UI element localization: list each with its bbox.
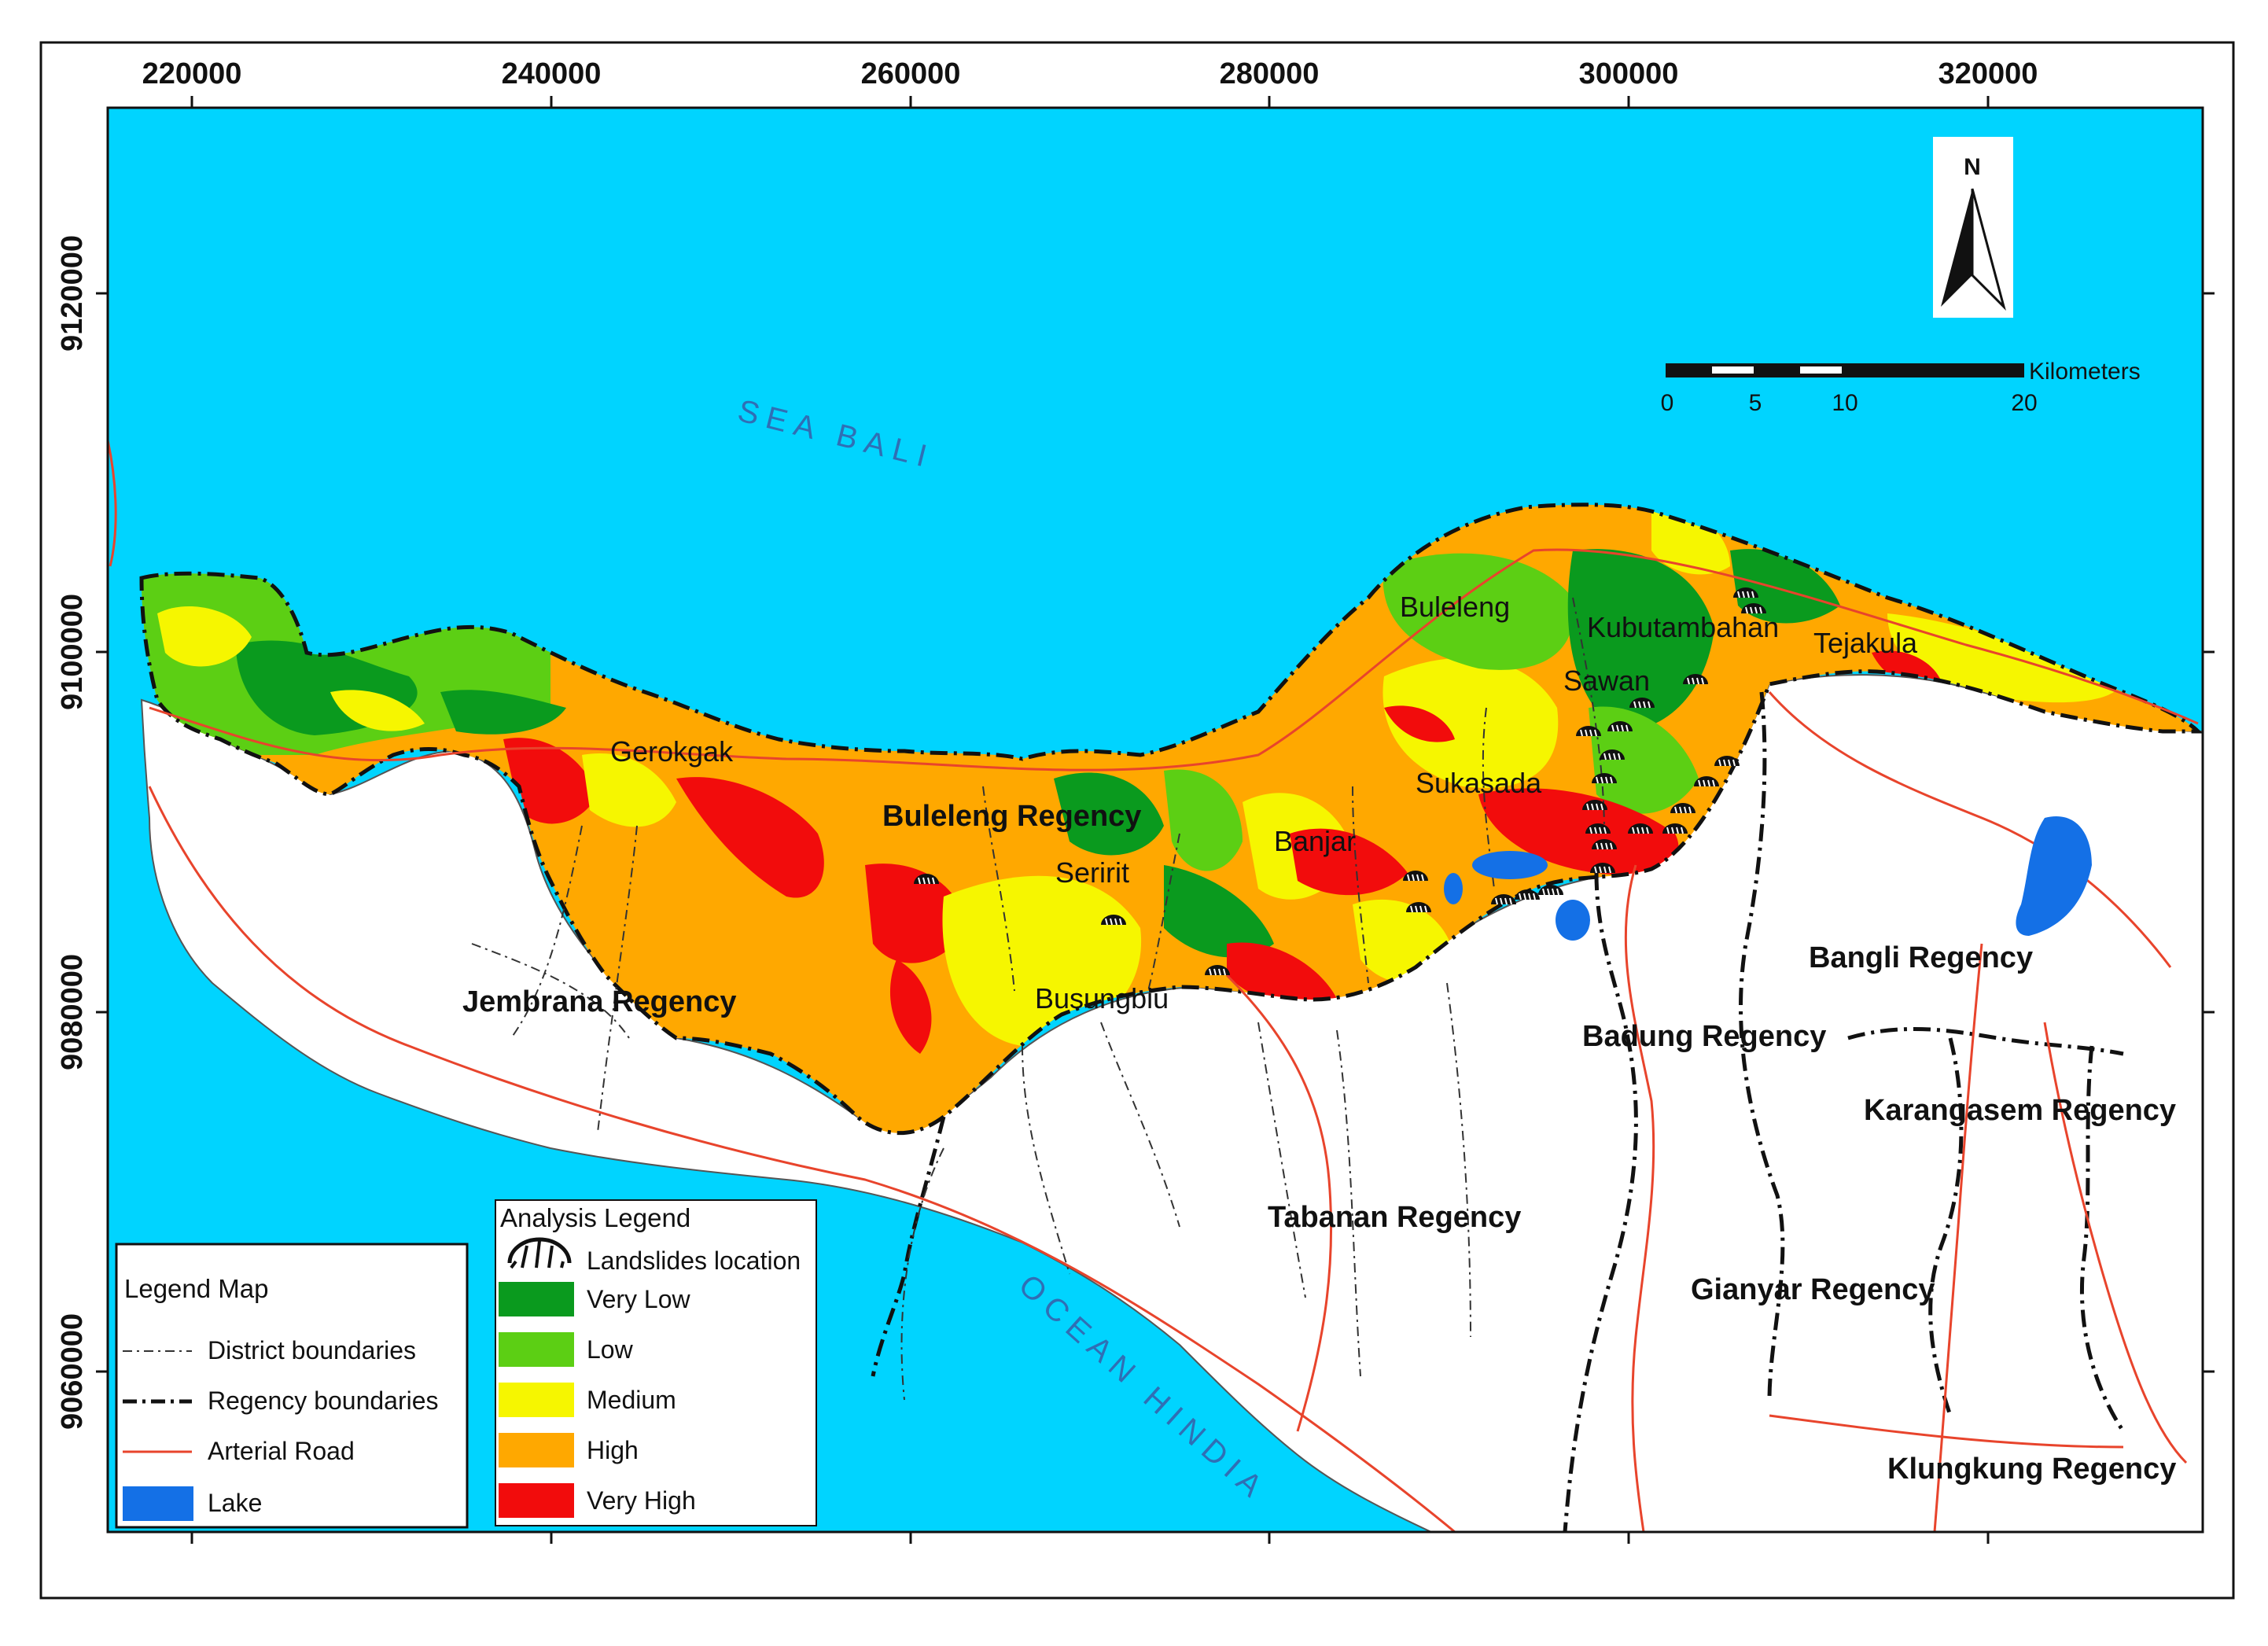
legend-map-item-district: District boundaries (208, 1336, 416, 1364)
y-axis-labels: 9120000 9100000 9080000 9060000 (56, 235, 89, 1430)
scale-label-10: 10 (1832, 390, 1857, 416)
landslide-marker (1491, 894, 1516, 905)
legend-map-item-road: Arterial Road (208, 1437, 355, 1465)
landslide-marker (1576, 726, 1601, 737)
landslide-marker (1628, 823, 1653, 834)
landslide-marker (1670, 803, 1695, 814)
regency-label-bangli: Bangli Regency (1809, 941, 2033, 974)
district-label-sawan: Sawan (1563, 665, 1650, 697)
north-arrow: N (1933, 137, 2013, 318)
class-swatch-low (499, 1332, 574, 1367)
arterial-roads (106, 440, 2199, 1534)
landslide-marker (1205, 965, 1230, 976)
landslide-marker (1607, 721, 1633, 732)
landslide-marker (1733, 587, 1758, 598)
regency-label-karangasem: Karangasem Regency (1864, 1094, 2176, 1127)
lakes (1444, 816, 2092, 941)
landslide-marker (1515, 889, 1540, 900)
regency-label-tabanan: Tabanan Regency (1268, 1201, 1521, 1234)
landslide-marker (1406, 902, 1431, 913)
y-tick-9080000: 9080000 (56, 954, 89, 1070)
legend-map-box (115, 1243, 469, 1529)
district-label-kubutambahan: Kubutambahan (1587, 611, 1779, 643)
north-arrow-label: N (1964, 154, 1981, 180)
landslide-marker (1694, 776, 1719, 787)
regency-label-klungkung: Klungkung Regency (1887, 1453, 2176, 1486)
class-label-low: Low (587, 1335, 634, 1364)
landslide-marker (1582, 800, 1607, 811)
district-label-banjar: Banjar (1274, 825, 1356, 857)
x-axis-labels: 220000 240000 260000 280000 300000 32000… (142, 57, 2038, 90)
legend-map-item-regency: Regency boundaries (208, 1386, 439, 1415)
x-tick-260000: 260000 (861, 57, 961, 90)
x-tick-220000: 220000 (142, 57, 242, 90)
landslide-marker (1592, 839, 1617, 850)
scale-bar: Kilometers 0 5 10 20 (1661, 359, 2141, 416)
district-label-tejakula: Tejakula (1813, 627, 1918, 659)
landslide-marker (1662, 823, 1688, 834)
x-tick-240000: 240000 (502, 57, 602, 90)
class-label-very-high: Very High (587, 1486, 696, 1515)
y-tick-9060000: 9060000 (56, 1313, 89, 1430)
class-label-medium: Medium (587, 1386, 676, 1414)
legend-map-title: Legend Map (124, 1274, 268, 1303)
landslide-marker (1101, 915, 1126, 926)
district-boundaries (471, 597, 1605, 1401)
analysis-legend-title: Analysis Legend (500, 1203, 690, 1232)
regency-labels: Buleleng Regency Jembrana Regency Tabana… (462, 800, 2176, 1486)
axis-tick-marks (96, 96, 2215, 1544)
regency-label-badung: Badung Regency (1582, 1020, 1826, 1053)
district-label-buleleng: Buleleng (1400, 591, 1510, 623)
landslide-marker (1592, 773, 1617, 784)
legend-map-item-lake: Lake (208, 1489, 262, 1517)
north-arrow-icon (1941, 189, 1972, 307)
y-tick-9100000: 9100000 (56, 594, 89, 710)
class-swatch-very-high (499, 1483, 574, 1518)
outer-frame (39, 41, 2235, 1600)
legend-map: Legend Map District boundaries Regency b… (115, 1243, 469, 1529)
class-swatch-medium (499, 1383, 574, 1417)
class-label-high: High (587, 1436, 639, 1464)
landslide-marker (1714, 756, 1740, 767)
district-label-gerokgak: Gerokgak (610, 735, 734, 768)
landslide-symbols (914, 587, 1766, 976)
lake-symbol (123, 1486, 193, 1521)
regency-label-gianyar: Gianyar Regency (1691, 1273, 1935, 1306)
class-swatch-very-low (499, 1282, 574, 1316)
landslide-marker (1585, 823, 1611, 834)
landslide-marker (914, 874, 939, 885)
landslide-marker (1403, 871, 1428, 882)
scale-label-0: 0 (1661, 390, 1674, 416)
district-label-sukasada: Sukasada (1416, 767, 1542, 799)
landslide-legend-label: Landslides location (587, 1246, 801, 1275)
landslide-marker (1629, 698, 1655, 709)
district-label-seririt: Seririt (1055, 856, 1129, 889)
landslide-marker (1683, 674, 1708, 685)
buleleng-boundary (139, 503, 2204, 1136)
x-tick-320000: 320000 (1938, 57, 2038, 90)
regency-label-buleleng: Buleleng Regency (882, 800, 1141, 833)
x-tick-280000: 280000 (1220, 57, 1320, 90)
y-tick-9120000: 9120000 (56, 235, 89, 352)
analysis-legend: Analysis Legend Landslides location Very… (495, 1199, 817, 1526)
scale-label-20: 20 (2011, 390, 2037, 416)
south-land-mass (140, 674, 2203, 1532)
class-label-very-low: Very Low (587, 1285, 691, 1313)
landslide-marker (1741, 603, 1766, 614)
x-tick-300000: 300000 (1579, 57, 1679, 90)
landslide-marker (1600, 749, 1625, 760)
district-labels: Gerokgak Seririt Busungbiu Banjar Sukasa… (610, 591, 1918, 1014)
regency-boundaries (871, 691, 2126, 1533)
class-swatch-high (499, 1433, 574, 1467)
landslide-icon (507, 1237, 572, 1269)
scale-label-5: 5 (1749, 390, 1762, 416)
map-frame (106, 106, 2204, 1534)
landslide-marker (1590, 863, 1615, 874)
scale-bar-unit: Kilometers (2029, 359, 2141, 385)
landslide-marker (1538, 885, 1563, 896)
district-label-busungbiu: Busungbiu (1035, 982, 1169, 1014)
regency-label-jembrana: Jembrana Regency (462, 985, 737, 1018)
